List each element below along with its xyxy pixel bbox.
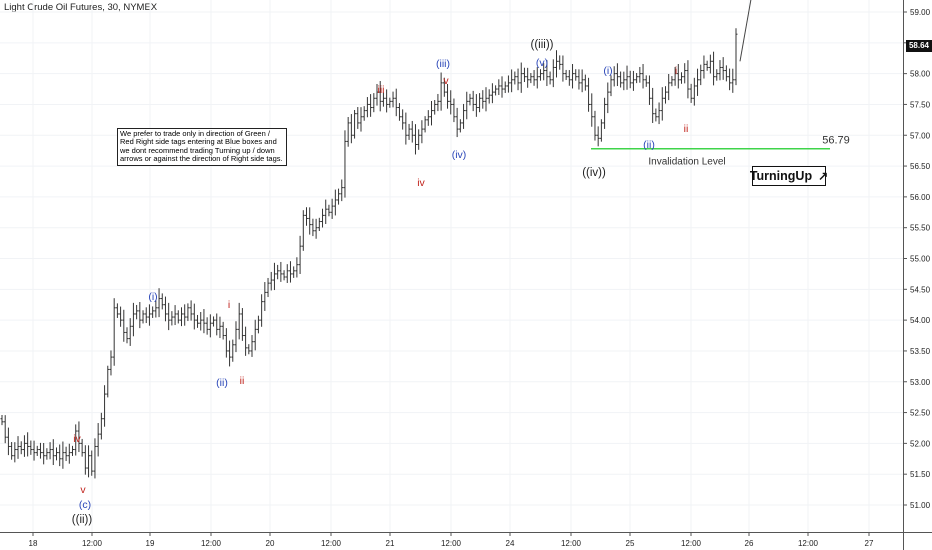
y-tick-label: 52.50 — [910, 409, 931, 418]
y-tick-label: 53.00 — [910, 378, 931, 387]
wave-label: ((iii)) — [531, 39, 554, 51]
y-tick-label: 56.00 — [910, 193, 931, 202]
x-tick-label: 12:00 — [441, 539, 462, 548]
y-tick-label: 59.00 — [910, 8, 931, 17]
wave-label: ((iv)) — [582, 167, 606, 179]
invalidation-label: Invalidation Level — [648, 157, 725, 168]
wave-label: ((ii)) — [72, 514, 93, 526]
wave-label: (v) — [536, 57, 548, 69]
wave-label: (ii) — [216, 377, 228, 389]
y-tick-label: 52.00 — [910, 439, 931, 448]
wave-label: v — [80, 484, 86, 496]
projection-line — [739, 0, 752, 62]
wave-label: ii — [240, 375, 245, 387]
wave-label: ii — [684, 123, 689, 135]
x-tick-label: 24 — [506, 539, 515, 548]
y-tick-label: 56.50 — [910, 162, 931, 171]
wave-label: iv — [73, 433, 81, 445]
badge-label: TurningUp — [749, 169, 813, 183]
last-price-tag: 58.64 — [906, 40, 932, 52]
wave-label: iii — [378, 84, 385, 96]
wave-label: v — [443, 75, 449, 87]
x-tick-label: 12:00 — [681, 539, 702, 548]
arrow-up-right-icon: ↗ — [818, 169, 829, 183]
x-tick-label: 18 — [29, 539, 38, 548]
wave-label: (iii) — [436, 58, 450, 70]
x-tick-label: 12:00 — [321, 539, 342, 548]
wave-label: i — [675, 65, 677, 77]
x-tick-label: 12:00 — [201, 539, 222, 548]
x-tick-label: 27 — [865, 539, 874, 548]
wave-label: (c) — [79, 499, 91, 511]
x-tick-label: 19 — [146, 539, 155, 548]
x-tick-label: 21 — [386, 539, 395, 548]
x-tick-label: 12:00 — [798, 539, 819, 548]
x-tick-label: 20 — [266, 539, 275, 548]
y-tick-label: 51.50 — [910, 470, 931, 479]
wave-label: iv — [417, 177, 425, 189]
invalidation-value: 56.79 — [822, 135, 850, 147]
y-tick-label: 51.00 — [910, 501, 931, 510]
y-tick-label: 53.50 — [910, 347, 931, 356]
x-tick-label: 26 — [745, 539, 754, 548]
wave-label: i — [228, 299, 230, 311]
y-tick-label: 55.50 — [910, 224, 931, 233]
y-tick-label: 57.50 — [910, 100, 931, 109]
wave-label: (i) — [148, 291, 157, 303]
wave-label: (iv) — [452, 149, 467, 161]
x-tick-label: 25 — [626, 539, 635, 548]
y-tick-label: 54.50 — [910, 285, 931, 294]
y-tick-label: 58.00 — [910, 70, 931, 79]
chart-title: Light Crude Oil Futures, 30, NYMEX — [4, 2, 158, 13]
y-tick-label: 57.00 — [910, 131, 931, 140]
x-tick-label: 12:00 — [561, 539, 582, 548]
x-tick-label: 12:00 — [82, 539, 103, 548]
wave-label: (i) — [603, 65, 612, 77]
y-tick-label: 55.00 — [910, 255, 931, 264]
turning-up-badge: TurningUp ↗ — [749, 166, 829, 186]
trading-note: We prefer to trade only in direction of … — [117, 128, 287, 166]
wave-label: (ii) — [643, 139, 655, 151]
y-tick-label: 54.00 — [910, 316, 931, 325]
